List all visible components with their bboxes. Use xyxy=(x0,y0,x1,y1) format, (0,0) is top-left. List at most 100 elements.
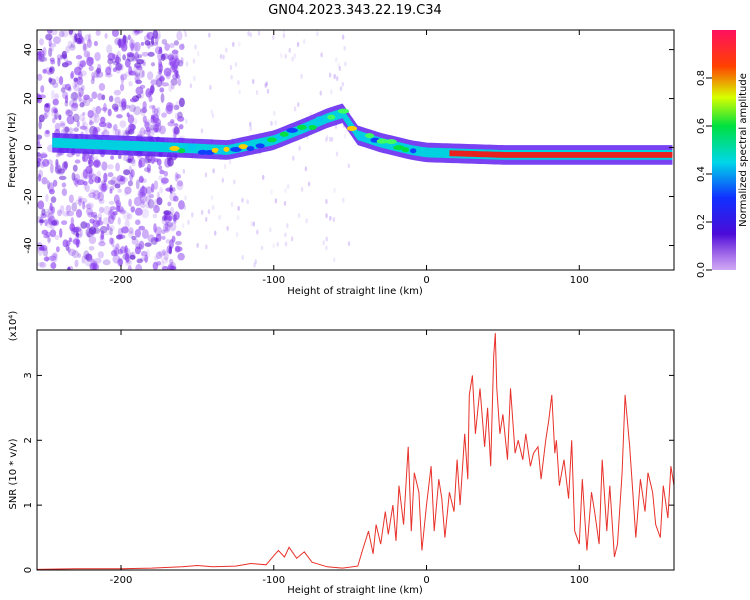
heatmap-noise-cell xyxy=(197,51,200,57)
heatmap-noise-cell xyxy=(106,44,113,54)
spectrogram-ytick-label: -20 xyxy=(23,188,34,204)
heatmap-noise-cell xyxy=(87,109,94,119)
heatmap-noise-cell xyxy=(116,50,122,61)
heatmap-noise-cell xyxy=(44,109,50,118)
heatmap-noise-cell xyxy=(158,165,163,171)
heatmap-noise-cell xyxy=(112,210,118,216)
heatmap-noise-cell xyxy=(113,124,118,131)
heatmap-noise-cell xyxy=(58,30,65,38)
heatmap-noise-cell xyxy=(48,77,53,83)
heatmap-noise-cell xyxy=(48,255,57,261)
heatmap-noise-cell xyxy=(38,169,43,178)
heatmap-noise-cell xyxy=(115,243,120,252)
heatmap-noise-cell xyxy=(177,78,182,87)
heatmap-noise-cell xyxy=(59,228,63,238)
heatmap-noise-cell xyxy=(89,57,95,65)
heatmap-noise-cell xyxy=(107,172,114,178)
colorbar-tick-label: 0.8 xyxy=(696,70,707,86)
heatmap-noise-cell xyxy=(115,162,120,172)
heatmap-noise-cell xyxy=(129,98,138,103)
heatmap-noise-cell xyxy=(103,172,108,183)
heatmap-noise-cell xyxy=(290,236,294,242)
heatmap-noise-cell xyxy=(112,254,121,264)
heatmap-noise-cell xyxy=(64,100,69,107)
heatmap-noise-cell xyxy=(174,57,181,67)
heatmap-noise-cell xyxy=(165,211,174,221)
heatmap-noise-cell xyxy=(79,125,88,130)
heatmap-noise-cell xyxy=(159,74,165,84)
heatmap-noise-cell xyxy=(236,215,240,221)
heatmap-noise-cell xyxy=(253,262,256,268)
heatmap-noise-cell xyxy=(172,126,179,134)
heatmap-noise-cell xyxy=(78,198,82,207)
heatmap-noise-cell xyxy=(54,162,60,170)
heatmap-noise-cell xyxy=(123,191,129,196)
heatmap-noise-cell xyxy=(40,213,47,219)
heatmap-noise-cell xyxy=(141,106,148,114)
heatmap-noise-cell xyxy=(155,233,162,242)
heatmap-noise-cell xyxy=(88,155,95,161)
heatmap-noise-cell xyxy=(182,168,186,174)
heatmap-noise-cell xyxy=(93,214,98,220)
heatmap-noise-cell xyxy=(147,234,155,243)
heatmap-noise-cell xyxy=(172,187,176,192)
heatmap-noise-cell xyxy=(98,183,105,191)
heatmap-noise-cell xyxy=(63,160,69,169)
heatmap-noise-cell xyxy=(159,169,165,175)
heatmap-strong-band xyxy=(449,150,673,158)
heatmap-noise-cell xyxy=(116,175,124,182)
heatmap-noise-cell xyxy=(320,52,323,58)
heatmap-noise-cell xyxy=(62,211,70,217)
heatmap-noise-cell xyxy=(238,41,241,47)
heatmap-noise-cell xyxy=(54,122,61,132)
heatmap-noise-cell xyxy=(152,213,158,219)
heatmap-noise-cell xyxy=(105,121,112,129)
heatmap-noise-cell xyxy=(103,231,111,236)
heatmap-noise-cell xyxy=(91,91,98,99)
heatmap-noise-cell xyxy=(155,251,163,260)
heatmap-noise-cell xyxy=(135,263,143,270)
heatmap-noise-cell xyxy=(130,206,136,213)
heatmap-noise-cell xyxy=(111,211,116,221)
heatmap-noise-cell xyxy=(103,205,111,215)
heatmap-noise-cell xyxy=(333,187,336,193)
snr-xtick-label: -100 xyxy=(262,575,285,586)
heatmap-noise-cell xyxy=(175,52,179,62)
heatmap-noise-cell xyxy=(38,119,42,130)
heatmap-noise-cell xyxy=(96,67,102,74)
heatmap-noise-cell xyxy=(161,256,169,264)
heatmap-noise-cell xyxy=(173,55,178,63)
heatmap-noise-cell xyxy=(67,40,73,49)
heatmap-noise-cell xyxy=(113,106,119,113)
heatmap-noise-cell xyxy=(91,229,96,237)
heatmap-ridge-blob xyxy=(266,137,277,143)
heatmap-noise-cell xyxy=(58,175,67,181)
heatmap-noise-cell xyxy=(341,81,345,87)
heatmap-noise-cell xyxy=(50,253,58,264)
heatmap-noise-cell xyxy=(127,265,132,270)
heatmap-noise-cell xyxy=(91,75,95,81)
heatmap-noise-cell xyxy=(120,104,124,112)
heatmap-noise-cell xyxy=(141,70,146,78)
heatmap-noise-cell xyxy=(160,53,166,62)
heatmap-ridge-blob xyxy=(357,135,368,141)
heatmap-noise-cell xyxy=(117,154,122,160)
snr-xtick-label: -200 xyxy=(110,575,133,586)
heatmap-noise-cell xyxy=(50,90,56,100)
heatmap-noise-cell xyxy=(88,65,94,72)
heatmap-noise-cell xyxy=(136,58,145,65)
heatmap-noise-cell xyxy=(82,111,86,116)
snr-ytick-label: 0 xyxy=(23,567,34,573)
heatmap-noise-cell xyxy=(147,71,154,80)
heatmap-noise-cell xyxy=(109,224,115,232)
heatmap-noise-cell xyxy=(71,202,78,212)
heatmap-noise-cell xyxy=(232,41,235,47)
heatmap-noise-cell xyxy=(74,259,79,268)
heatmap-noise-cell xyxy=(284,241,288,247)
heatmap-noise-cell xyxy=(116,114,123,119)
heatmap-noise-cell xyxy=(129,104,137,113)
heatmap-noise-cell xyxy=(138,175,144,183)
heatmap-noise-cell xyxy=(37,152,41,158)
snr-ticks: -200 -100 0 100 0 1 2 3 xyxy=(23,330,674,586)
heatmap-noise-cell xyxy=(255,89,259,95)
